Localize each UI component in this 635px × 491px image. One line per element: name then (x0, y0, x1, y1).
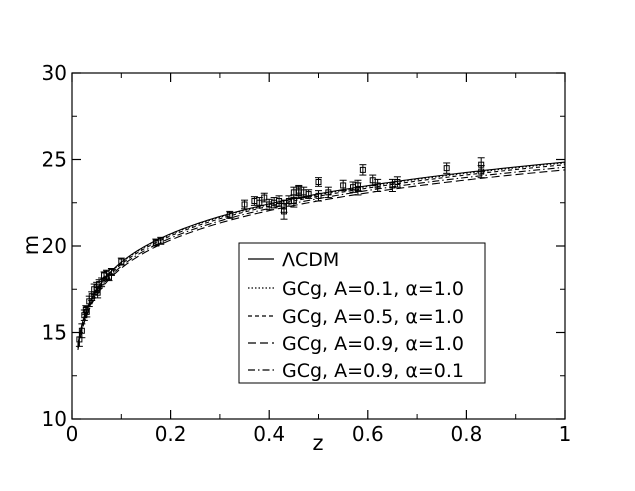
data-point (118, 258, 125, 265)
data-point (241, 201, 248, 208)
data-point (226, 211, 233, 218)
legend-box (238, 242, 486, 384)
legend-label-lcdm: ΛCDM (282, 249, 339, 271)
data-point (108, 268, 115, 275)
y-tick-label: 10 (42, 407, 67, 431)
y-tick-label: 20 (42, 234, 67, 258)
legend-label-gcg-a09-alpha10: GCg, A=0.9, α=1.0 (282, 333, 464, 355)
legend-label-gcg-a05-alpha10: GCg, A=0.5, α=1.0 (282, 306, 464, 328)
y-tick-label: 15 (42, 321, 67, 345)
data-point (325, 189, 332, 196)
data-point (94, 289, 101, 296)
data-point (280, 208, 287, 215)
data-point (374, 182, 381, 189)
legend-label-gcg-a01-alpha10: GCg, A=0.1, α=1.0 (282, 278, 464, 300)
x-tick-label: 0.4 (253, 422, 285, 446)
data-point (83, 308, 90, 315)
x-tick-label: 0.8 (450, 422, 482, 446)
y-axis-label: m (19, 235, 43, 255)
legend: ΛCDM GCg, A=0.1, α=1.0 GCg, A=0.5, α=1.0… (238, 242, 486, 384)
x-tick-label: 1 (559, 422, 572, 446)
data-point (354, 182, 361, 189)
data-point (443, 165, 450, 172)
y-tick-label: 30 (42, 61, 67, 85)
data-point (290, 198, 297, 205)
data-point (305, 191, 312, 198)
x-axis-label: z (312, 431, 323, 455)
axis-ticks: 0 0.2 0.4 0.6 0.8 1 10 15 20 25 30 (42, 61, 572, 446)
data-point (478, 168, 485, 175)
data-point (78, 327, 85, 334)
data-point (394, 178, 401, 185)
data-point (389, 182, 396, 189)
data-point (315, 178, 322, 185)
data-point (369, 177, 376, 184)
y-tick-label: 25 (42, 148, 67, 172)
x-tick-label: 0 (66, 422, 79, 446)
data-point (340, 182, 347, 189)
data-point (157, 237, 164, 244)
x-tick-label: 0.2 (155, 422, 187, 446)
data-point (88, 293, 95, 300)
data-point (276, 198, 283, 205)
data-point (82, 307, 89, 314)
data-point (76, 336, 83, 343)
data-point (256, 199, 263, 206)
observation-points (75, 157, 485, 347)
x-tick-label: 0.6 (352, 422, 384, 446)
data-point (261, 194, 268, 201)
data-point (98, 279, 105, 286)
data-point (359, 166, 366, 173)
data-point (315, 192, 322, 199)
legend-label-gcg-a09-alpha01: GCg, A=0.9, α=0.1 (282, 360, 464, 382)
